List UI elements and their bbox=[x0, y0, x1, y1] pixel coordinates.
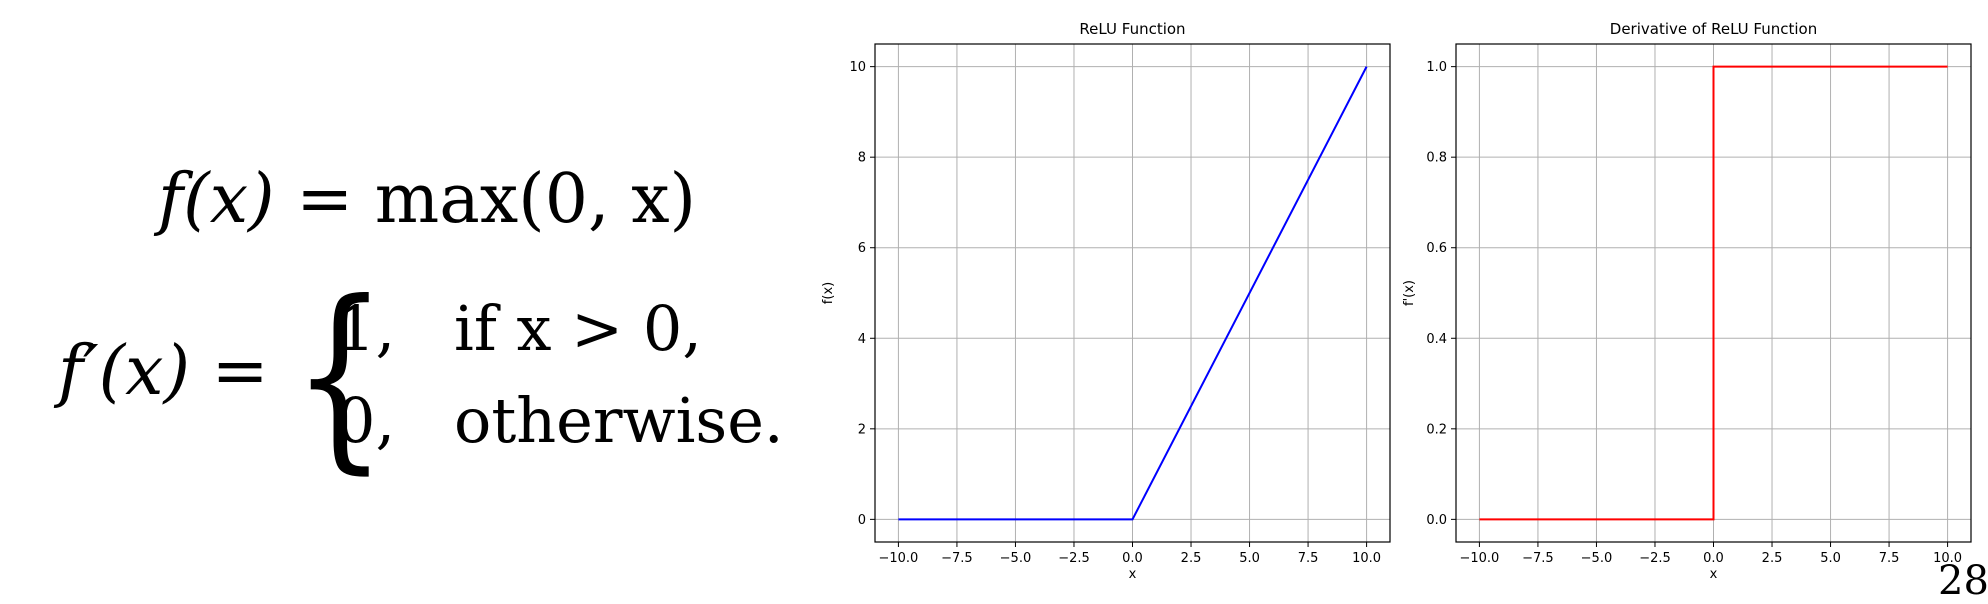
x-tick-label: −10.0 bbox=[1459, 551, 1499, 566]
case2-condition: otherwise. bbox=[454, 384, 784, 457]
x-tick-label: 10.0 bbox=[1933, 551, 1962, 566]
x-tick-label: −5.0 bbox=[1000, 551, 1032, 566]
x-tick-label: 0.0 bbox=[1122, 551, 1143, 566]
x-tick-label: 5.0 bbox=[1820, 551, 1841, 566]
series-line bbox=[1479, 65, 1948, 521]
y-tick-label: 0.8 bbox=[1426, 151, 1447, 166]
case2-value: 0, bbox=[336, 384, 396, 457]
series-line bbox=[898, 66, 1368, 521]
x-tick-label: 7.5 bbox=[1298, 551, 1319, 566]
relu-derivative-chart: −10.0 −7.5 −5.0 −2.5 0.0 2.5 5.0 7.5 10.0 0.0 0.2 0… bbox=[1402, 20, 1972, 582]
derivative-formula-lhs: f′(x) = bbox=[58, 332, 269, 411]
y-tick-label: 0.6 bbox=[1426, 241, 1447, 256]
y-tick-label: 6 bbox=[858, 241, 866, 256]
x-tick-label: −7.5 bbox=[1522, 551, 1554, 566]
chart-title: ReLU Function bbox=[1079, 20, 1185, 38]
y-tick-label: 0.0 bbox=[1426, 513, 1447, 528]
relu-chart: −10.0 −7.5 −5.0 −2.5 0.0 2.5 5.0 7.5 10.0 0 2 4 6 8 10… bbox=[821, 20, 1391, 582]
x-tick-label: 2.5 bbox=[1762, 551, 1783, 566]
x-tick-label: −7.5 bbox=[941, 551, 973, 566]
x-tick-label: −2.5 bbox=[1639, 551, 1671, 566]
relu-formula-rhs: = max(0, x) bbox=[296, 160, 697, 239]
x-axis-label: x bbox=[1710, 567, 1718, 582]
y-tick-label: 0.2 bbox=[1426, 422, 1447, 437]
y-axis-label: f(x) bbox=[821, 282, 836, 304]
x-axis-label: x bbox=[1129, 567, 1137, 582]
case1-value: 1, bbox=[336, 292, 396, 365]
x-tick-label: −10.0 bbox=[878, 551, 918, 566]
cases-brace: { bbox=[292, 259, 388, 492]
page-number: 28 bbox=[1938, 558, 1988, 604]
relu-formula-lhs: f(x) bbox=[158, 160, 275, 239]
y-tick-label: 0.4 bbox=[1426, 332, 1447, 347]
formula-block: f(x) = max(0, x) f′(x) = { 1, if x > 0, … bbox=[0, 0, 790, 588]
x-tick-label: 7.5 bbox=[1879, 551, 1900, 566]
chart-title: Derivative of ReLU Function bbox=[1610, 20, 1817, 38]
x-tick-label: −5.0 bbox=[1581, 551, 1613, 566]
y-tick-label: 2 bbox=[858, 422, 866, 437]
x-tick-label: 10.0 bbox=[1352, 551, 1381, 566]
y-tick-label: 1.0 bbox=[1426, 60, 1447, 75]
y-tick-label: 10 bbox=[849, 60, 866, 75]
x-tick-label: 0.0 bbox=[1703, 551, 1724, 566]
y-axis-label: f'(x) bbox=[1402, 280, 1417, 306]
y-tick-label: 4 bbox=[858, 332, 866, 347]
relu-formula: f(x) = max(0, x) bbox=[158, 160, 696, 239]
case1-condition: if x > 0, bbox=[454, 292, 702, 365]
x-tick-label: 2.5 bbox=[1181, 551, 1202, 566]
x-tick-label: 5.0 bbox=[1239, 551, 1260, 566]
y-tick-label: 8 bbox=[858, 151, 866, 166]
y-tick-label: 0 bbox=[858, 513, 866, 528]
x-tick-label: −2.5 bbox=[1058, 551, 1090, 566]
